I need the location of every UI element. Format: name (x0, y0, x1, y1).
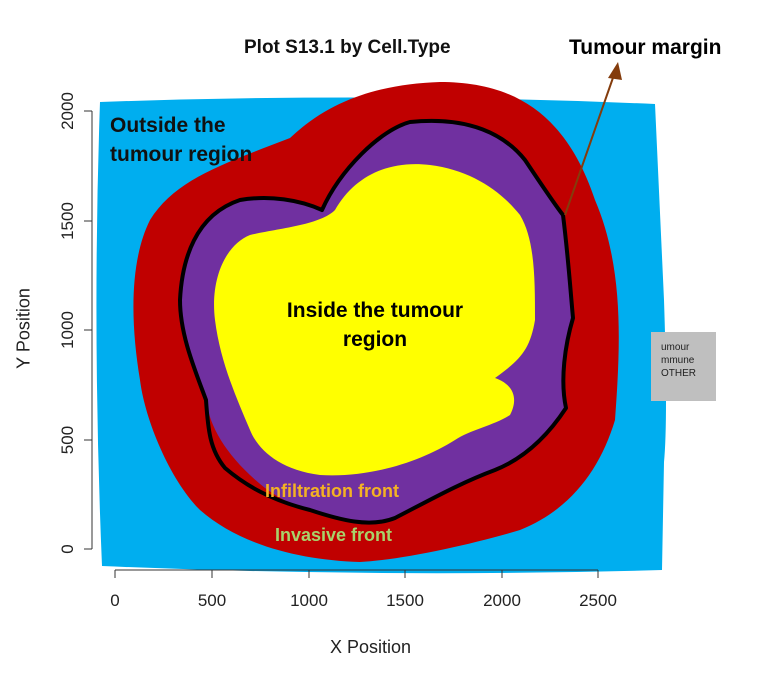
x-tick-label: 1000 (290, 591, 328, 610)
tumour-margin-label: Tumour margin (569, 36, 722, 59)
inside-label-line1: Inside the tumour (286, 299, 464, 322)
inside-region-label: Inside the tumour region (270, 296, 480, 354)
y-axis (84, 110, 93, 550)
x-tick-label: 500 (198, 591, 226, 610)
x-tick-label: 2000 (483, 591, 521, 610)
legend-item: mmune (661, 355, 695, 366)
y-tick-label: 1500 (58, 202, 77, 240)
x-axis (114, 569, 599, 578)
outside-label-line1: Outside the (110, 114, 226, 137)
x-tick-label: 1500 (386, 591, 424, 610)
x-tick-label: 2500 (579, 591, 617, 610)
tumour-margin-line (178, 118, 575, 525)
legend: umour mmune OTHER (651, 332, 716, 401)
x-axis-label: X Position (330, 637, 412, 657)
legend-item: OTHER (661, 368, 696, 379)
y-tick-label: 500 (58, 426, 77, 454)
inside-region (214, 164, 535, 476)
legend-item: umour (661, 342, 690, 353)
y-tick-label: 0 (58, 544, 77, 553)
y-tick-label: 1000 (58, 311, 77, 349)
infiltration-front-label: Infiltration front (265, 481, 399, 501)
plot-title: Plot S13.1 by Cell.Type (244, 37, 451, 58)
inside-label-line2: region (342, 328, 408, 351)
tumour-margin-arrow (564, 71, 616, 216)
invasive-front-label: Invasive front (275, 525, 393, 545)
y-axis-label: Y Position (13, 288, 34, 369)
y-tick-label: 2000 (58, 92, 77, 130)
outside-label-line2: tumour region (110, 143, 253, 166)
arrow-head (608, 62, 622, 80)
outside-region-label: Outside the tumour region (110, 111, 310, 169)
x-tick-label: 0 (110, 591, 119, 610)
